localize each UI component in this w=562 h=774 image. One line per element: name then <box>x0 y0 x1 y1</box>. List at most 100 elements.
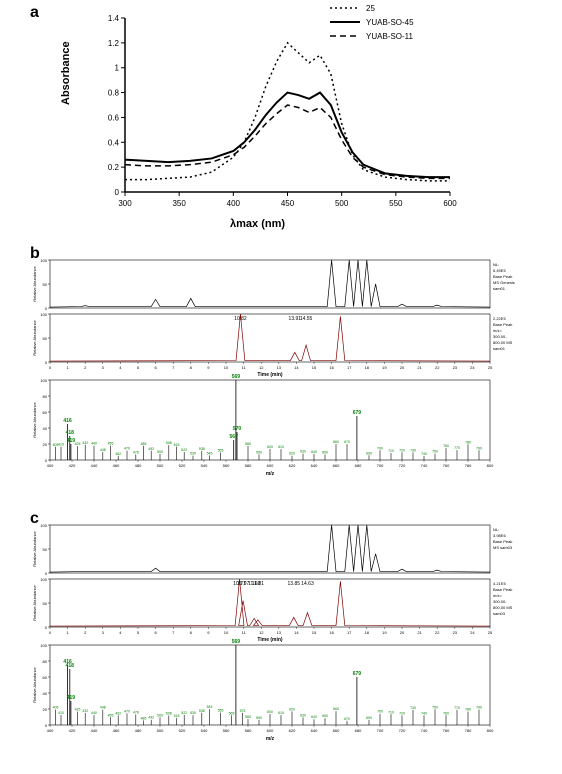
svg-text:425: 425 <box>75 708 81 712</box>
svg-text:730: 730 <box>410 449 416 453</box>
svg-text:60: 60 <box>43 410 48 415</box>
svg-text:720: 720 <box>399 463 406 468</box>
svg-text:460: 460 <box>113 463 120 468</box>
svg-text:720: 720 <box>399 728 406 733</box>
svg-text:679: 679 <box>353 410 362 416</box>
svg-text:770: 770 <box>454 446 460 450</box>
svg-text:20: 20 <box>400 630 405 635</box>
svg-text:690: 690 <box>366 451 372 455</box>
svg-text:660: 660 <box>333 463 340 468</box>
svg-text:500: 500 <box>157 713 163 717</box>
svg-text:2.22E5: 2.22E5 <box>493 316 506 321</box>
svg-text:418: 418 <box>66 430 75 436</box>
svg-text:Time (min): Time (min) <box>257 372 283 378</box>
svg-text:Base Peak: Base Peak <box>493 587 512 592</box>
svg-text:419: 419 <box>67 695 76 701</box>
svg-text:Base Peak: Base Peak <box>493 274 512 279</box>
svg-text:515: 515 <box>174 443 180 447</box>
svg-text:600: 600 <box>267 445 273 449</box>
svg-text:640: 640 <box>311 728 318 733</box>
svg-text:21: 21 <box>417 630 422 635</box>
svg-text:25: 25 <box>488 365 493 370</box>
svg-text:455: 455 <box>108 713 114 717</box>
svg-text:400: 400 <box>47 728 54 733</box>
svg-text:730: 730 <box>410 706 416 710</box>
svg-text:640: 640 <box>311 463 318 468</box>
svg-text:sam03: sam03 <box>493 611 506 616</box>
svg-text:80: 80 <box>43 659 48 664</box>
svg-text:620: 620 <box>289 463 296 468</box>
svg-text:16: 16 <box>329 365 334 370</box>
chart-c-svg: 050100Relative AbundanceNL:3.98E6Base Pe… <box>30 523 535 753</box>
svg-text:660: 660 <box>333 707 339 711</box>
svg-text:620: 620 <box>289 708 295 712</box>
svg-text:5: 5 <box>137 630 140 635</box>
legend-item-so11: YUAB-SO-11 <box>366 32 414 41</box>
svg-text:416: 416 <box>63 418 72 424</box>
svg-text:600: 600 <box>267 728 274 733</box>
svg-text:780: 780 <box>465 708 471 712</box>
panel-b: 050100Relative AbundanceNL:5.49E5Base Pe… <box>30 258 535 488</box>
svg-text:Base Peak: Base Peak <box>493 539 512 544</box>
svg-text:600: 600 <box>443 199 457 208</box>
svg-text:508: 508 <box>166 441 172 445</box>
svg-text:440: 440 <box>91 463 98 468</box>
svg-text:720: 720 <box>399 448 405 452</box>
svg-text:m/z: m/z <box>266 736 275 742</box>
svg-text:Base Peak: Base Peak <box>493 322 512 327</box>
svg-text:660: 660 <box>333 440 339 444</box>
svg-text:710: 710 <box>388 449 394 453</box>
svg-text:640: 640 <box>311 715 317 719</box>
svg-text:540: 540 <box>201 728 208 733</box>
panel-a-label: a <box>30 4 39 22</box>
svg-text:690: 690 <box>366 716 372 720</box>
svg-text:448: 448 <box>100 706 106 710</box>
svg-text:500: 500 <box>157 450 163 454</box>
svg-text:300.00-: 300.00- <box>493 334 507 339</box>
svg-text:Time (min): Time (min) <box>257 637 283 643</box>
svg-text:17: 17 <box>347 630 352 635</box>
panel-a-xlabel: λmax (nm) <box>230 218 285 230</box>
svg-text:7: 7 <box>172 365 175 370</box>
svg-text:565: 565 <box>229 711 235 715</box>
svg-text:24: 24 <box>470 630 475 635</box>
svg-text:770: 770 <box>454 706 460 710</box>
svg-text:100: 100 <box>40 312 47 317</box>
svg-text:679: 679 <box>353 671 362 677</box>
svg-text:620: 620 <box>289 452 295 456</box>
svg-text:100: 100 <box>40 523 47 528</box>
svg-text:508: 508 <box>166 711 172 715</box>
svg-text:780: 780 <box>465 728 472 733</box>
svg-text:670: 670 <box>344 717 350 721</box>
svg-text:750: 750 <box>432 705 438 709</box>
svg-text:0.8: 0.8 <box>108 89 120 98</box>
svg-text:420: 420 <box>69 728 76 733</box>
svg-text:470: 470 <box>124 447 130 451</box>
svg-text:545: 545 <box>207 451 213 455</box>
panel-a-legend: 25 YUAB-SO-45 YUAB-SO-11 <box>330 2 480 44</box>
svg-text:24: 24 <box>470 365 475 370</box>
svg-text:23: 23 <box>453 630 458 635</box>
svg-text:4.21E5: 4.21E5 <box>493 581 506 586</box>
svg-text:515: 515 <box>174 714 180 718</box>
svg-text:432: 432 <box>82 441 88 445</box>
svg-text:11.81: 11.81 <box>252 581 264 587</box>
svg-text:440: 440 <box>91 711 97 715</box>
svg-text:660: 660 <box>333 728 340 733</box>
svg-text:6: 6 <box>154 365 157 370</box>
svg-text:740: 740 <box>421 728 428 733</box>
svg-text:740: 740 <box>421 463 428 468</box>
svg-text:600: 600 <box>267 710 273 714</box>
svg-text:620: 620 <box>289 728 296 733</box>
svg-text:478: 478 <box>133 711 139 715</box>
svg-text:530: 530 <box>190 711 196 715</box>
svg-text:700: 700 <box>377 710 383 714</box>
svg-text:4: 4 <box>119 365 122 370</box>
svg-text:448: 448 <box>100 448 106 452</box>
svg-text:13.85: 13.85 <box>288 581 301 587</box>
svg-text:790: 790 <box>476 446 482 450</box>
svg-text:sam01: sam01 <box>493 346 506 351</box>
svg-text:580: 580 <box>245 728 252 733</box>
svg-text:650: 650 <box>322 451 328 455</box>
svg-text:17: 17 <box>347 365 352 370</box>
